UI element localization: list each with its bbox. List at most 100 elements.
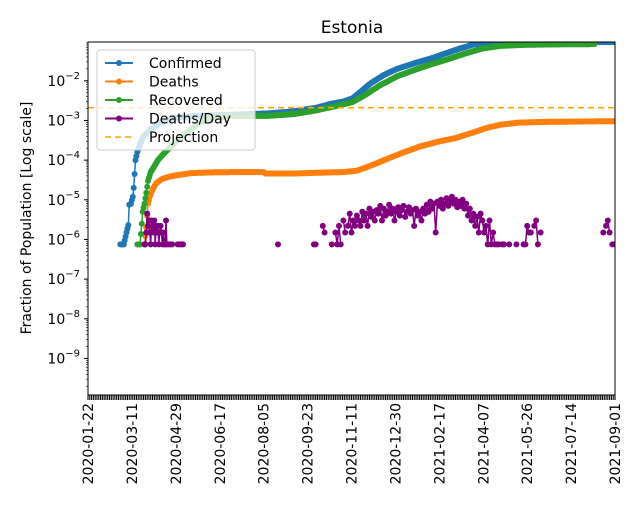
data-point (429, 205, 436, 212)
data-point (531, 222, 538, 229)
data-point (312, 241, 319, 248)
series-deaths (141, 118, 615, 248)
data-point (439, 205, 446, 212)
y-tick-label: 10−3 (47, 110, 80, 129)
data-point (386, 201, 393, 208)
legend-label: Deaths (149, 75, 199, 91)
data-point (144, 183, 151, 190)
data-point (151, 217, 158, 224)
data-point (387, 210, 394, 217)
data-point (346, 210, 353, 217)
data-point (466, 205, 473, 212)
x-tick-label: 2021-09-01 (608, 403, 624, 484)
x-tick-label: 2020-01-22 (81, 403, 97, 484)
data-point (332, 229, 339, 236)
data-point (147, 241, 154, 248)
data-point (137, 241, 143, 248)
legend-label: Deaths/Day (149, 112, 231, 128)
data-point (513, 241, 520, 248)
data-point (353, 212, 360, 219)
data-point (486, 217, 493, 224)
x-tick-label: 2021-04-07 (476, 403, 492, 484)
data-point (524, 222, 531, 229)
data-point (490, 229, 497, 236)
data-point (371, 217, 378, 224)
plot-frame (87, 41, 616, 396)
y-tick-label: 10−4 (47, 150, 80, 169)
data-point (468, 217, 475, 224)
data-point (472, 222, 479, 229)
y-axis-label: Fraction of Population [Log scale] (19, 102, 35, 335)
data-point (319, 222, 326, 229)
data-point (465, 212, 471, 219)
data-point (361, 217, 367, 224)
data-point (432, 229, 439, 236)
x-axis: 2020-01-22 2020-03-11 2020-04-29 2020-06-17… (81, 395, 624, 484)
data-point (461, 205, 468, 212)
series-deaths-day (141, 193, 615, 248)
legend-item: Projection (105, 130, 218, 146)
data-point (131, 171, 138, 177)
y-tick-label: 10−7 (47, 269, 80, 288)
data-point (379, 217, 385, 224)
data-point (138, 220, 145, 227)
x-tick-label: 2020-04-29 (169, 403, 185, 484)
x-tick-label: 2021-07-14 (564, 403, 580, 484)
data-point (340, 217, 347, 224)
legend-label: Projection (149, 130, 218, 146)
legend-marker (116, 97, 122, 103)
legend-item: Confirmed (105, 56, 222, 72)
data-point (321, 229, 328, 236)
y-tick-label: 10−9 (47, 348, 80, 367)
data-point (145, 222, 151, 229)
data-point (612, 42, 615, 45)
y-tick-label: 10−2 (47, 71, 80, 90)
data-point (336, 222, 342, 229)
data-point (352, 222, 359, 229)
legend-item: Deaths/Day (105, 112, 231, 128)
data-point (420, 205, 427, 212)
x-tick-label: 2020-11-11 (345, 403, 361, 484)
data-point (130, 184, 137, 191)
data-point (357, 222, 364, 229)
data-point (418, 217, 425, 224)
legend-marker (116, 78, 122, 85)
data-point (393, 208, 400, 215)
legend-marker (116, 60, 122, 66)
legend-item: Recovered (105, 93, 223, 109)
data-point (612, 118, 615, 125)
data-point (506, 241, 513, 248)
data-point (355, 217, 362, 224)
y-axis: 10−2 10−3 10−4 10−5 10−6 10−7 10−8 10−9 (47, 42, 88, 387)
data-point (603, 222, 609, 229)
data-point (362, 210, 369, 217)
y-tick-label: 10−5 (47, 190, 80, 209)
x-tick-label: 2021-02-17 (432, 403, 448, 484)
data-point (606, 229, 613, 236)
x-tick-label: 2020-12-30 (388, 403, 404, 484)
data-point (157, 222, 164, 229)
data-point (479, 217, 486, 224)
data-point (169, 241, 176, 248)
data-point (344, 222, 351, 229)
data-point (142, 241, 149, 248)
x-tick-label: 2021-05-26 (520, 403, 536, 484)
data-point (477, 210, 484, 217)
x-tick-label: 2020-08-05 (257, 403, 273, 484)
data-point (348, 229, 355, 236)
data-point (396, 212, 403, 219)
legend-label: Confirmed (149, 56, 222, 72)
data-point (180, 241, 186, 248)
data-point (475, 229, 482, 236)
data-point (604, 217, 611, 224)
data-point (522, 241, 529, 248)
x-tick-label: 2020-09-23 (301, 403, 317, 484)
data-point (364, 222, 371, 229)
data-point (400, 202, 407, 209)
data-point (411, 222, 418, 229)
data-point (328, 241, 335, 248)
data-point (143, 189, 150, 196)
data-point (537, 229, 544, 236)
data-point (129, 193, 136, 200)
data-point (125, 222, 132, 229)
